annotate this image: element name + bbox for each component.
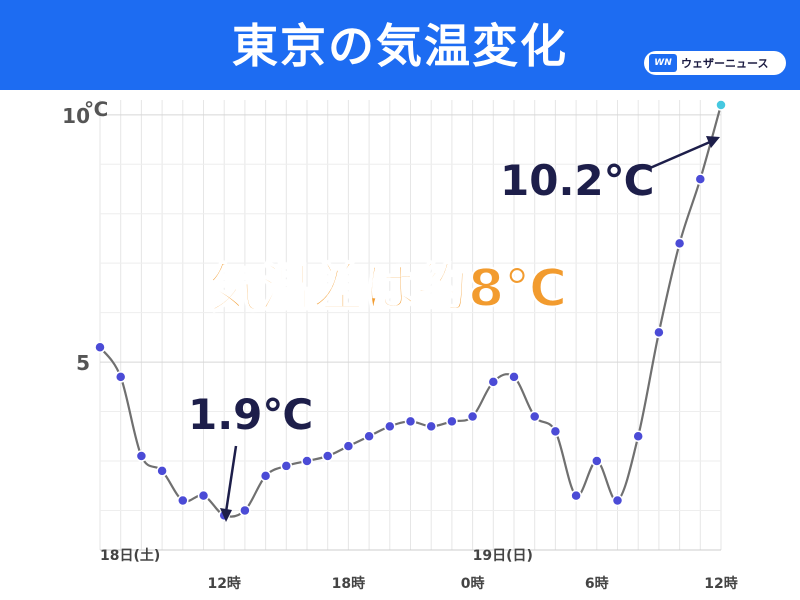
data-point [487, 376, 500, 388]
data-point [466, 410, 479, 423]
data-point [653, 326, 665, 339]
data-point [114, 371, 127, 383]
data-point [528, 410, 541, 423]
weathernews-logo-icon: WN [649, 54, 677, 72]
chart-title: 東京の気温変化 [232, 19, 568, 73]
x-tick-label: 12時 [704, 575, 737, 592]
x-tick-label: 12時 [207, 575, 240, 592]
min-temp-label: 1.9℃ [188, 390, 314, 439]
grid-lines [99, 100, 722, 551]
x-tick-label: 18時 [332, 575, 365, 592]
max-arrow [649, 140, 711, 170]
data-point [197, 489, 210, 502]
data-point [342, 440, 355, 452]
axis-labels: 5 10 12時 18時 0時 6時 12時 18日(土) 19日(日) [62, 104, 738, 592]
data-point [508, 371, 520, 383]
data-point [632, 430, 644, 443]
y-tick-label: 5 [76, 351, 90, 375]
temperature-chart: 5 10 12時 18時 0時 6時 12時 18日(土) 19日(日) ℃ [62, 97, 738, 592]
date-label: 18日(土) [100, 547, 160, 564]
data-point [156, 465, 168, 477]
x-tick-label: 0時 [461, 575, 485, 592]
date-label: 19日(日) [473, 548, 533, 564]
data-point [239, 504, 251, 517]
data-point [384, 420, 396, 433]
data-point [259, 470, 272, 482]
data-point [135, 450, 148, 462]
data-point [363, 430, 375, 443]
max-arrow-head [706, 136, 720, 148]
data-point [446, 415, 458, 428]
data-point [425, 420, 437, 433]
data-point [280, 460, 293, 472]
data-point [591, 455, 603, 467]
y-unit-label: ℃ [84, 97, 108, 121]
data-point [321, 450, 334, 462]
data-point [94, 341, 106, 354]
data-point [673, 237, 686, 250]
title-banner: 東京の気温変化 WN ウェザーニュース [0, 0, 800, 90]
data-point [570, 489, 582, 502]
x-tick-label: 6時 [585, 575, 609, 592]
max-data-point [715, 99, 727, 111]
y-tick-label: 10 [62, 104, 90, 128]
data-point [177, 494, 189, 507]
data-point [611, 494, 624, 507]
data-point [301, 455, 313, 467]
data-point [694, 173, 707, 185]
max-temp-label: 10.2℃ [500, 156, 655, 205]
min-arrow-head [220, 508, 232, 522]
data-point [404, 415, 417, 428]
brand-name: ウェザーニュース [681, 57, 769, 70]
difference-annotation: 気温差は約8℃ [207, 258, 568, 320]
min-arrow [224, 445, 238, 513]
annotation-arrows [220, 136, 720, 522]
data-markers [94, 99, 727, 522]
data-point [549, 425, 562, 438]
brand-badge: WN ウェザーニュース [644, 51, 786, 75]
